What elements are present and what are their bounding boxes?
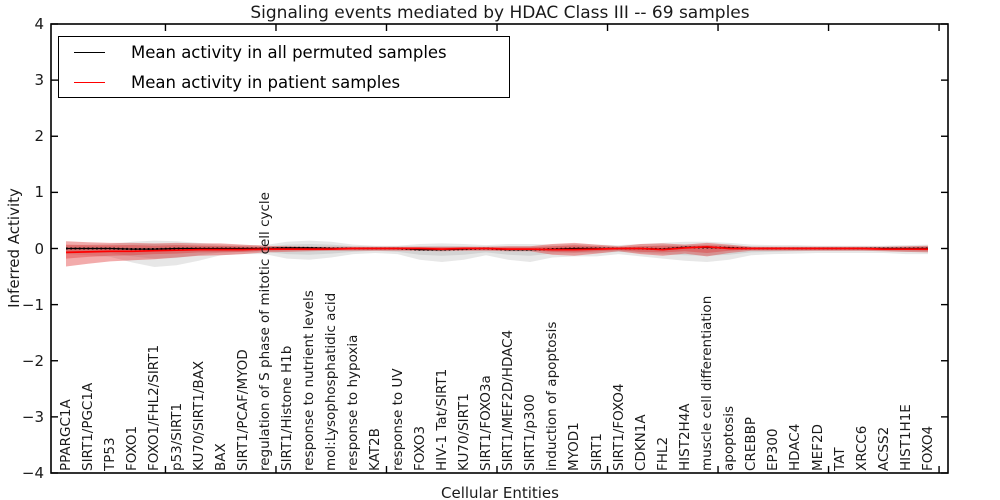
y-tick-label: 3 (34, 71, 44, 90)
x-entity-label: FOXO4 (920, 425, 936, 471)
x-entity-label: TP53 (102, 437, 119, 471)
x-entity-label: response to hypoxia (345, 334, 362, 471)
legend-label-patient: Mean activity in patient samples (131, 72, 401, 92)
x-entity-label: PPARGC1A (58, 399, 74, 471)
chart-title: Signaling events mediated by HDAC Class … (250, 3, 750, 23)
x-entity-label: MEF2D (809, 424, 826, 471)
x-entity-label: TAT (831, 447, 848, 471)
x-entity-label: CDKN1A (632, 414, 649, 471)
y-tick-label: 2 (34, 127, 44, 146)
x-entity-label: BAX (212, 443, 229, 471)
x-entity-label: HIST2H4A (676, 403, 693, 471)
x-entity-label: induction of apoptosis (544, 321, 561, 471)
x-entity-label: KU70/SIRT1/BAX (190, 360, 207, 471)
x-entity-label: SIRT1/FOXO3a (478, 375, 494, 471)
y-tick-label: −4 (21, 464, 44, 482)
patient-line-swatch-icon (74, 81, 105, 83)
x-entity-label: SIRT1/Histone H1b (279, 345, 295, 471)
x-entity-label: mol:Lysophosphatidic acid (323, 292, 340, 471)
legend: Mean activity in all permuted samples Me… (58, 36, 510, 98)
x-entity-label: SIRT1/FOXO4 (610, 383, 627, 471)
x-entity-label: SIRT1/p300 (522, 394, 539, 471)
x-entity-label: KAT2B (367, 428, 384, 471)
x-entity-label: SIRT1/MEF2D/HDAC4 (500, 329, 517, 471)
permuted-line-swatch-icon (74, 51, 105, 53)
x-entity-label: HIV-1 Tat/SIRT1 (433, 368, 450, 471)
x-entity-label: SIRT1 (588, 433, 605, 471)
x-entity-label: FOXO1 (124, 425, 141, 471)
y-tick-label: 1 (34, 183, 44, 202)
x-entity-label: KU70/SIRT1 (455, 393, 472, 471)
x-entity-label: muscle cell differentiation (699, 295, 715, 471)
x-entity-label: SIRT1/PCAF/MYOD (234, 349, 251, 471)
x-axis-title: Cellular Entities (441, 484, 559, 500)
y-tick-label: −2 (21, 351, 44, 370)
x-entity-label: apoptosis (721, 405, 738, 471)
y-tick-label: −3 (21, 407, 44, 426)
legend-item-patient: Mean activity in patient samples (59, 69, 509, 95)
x-entity-label: FHL2 (654, 436, 671, 471)
y-tick-label: −1 (21, 295, 44, 314)
patient-mean-line (65, 245, 928, 254)
y-axis-title: Inferred Activity (5, 188, 23, 308)
x-entity-label: EP300 (765, 428, 782, 471)
x-entity-label: HDAC4 (787, 423, 804, 471)
legend-label-permuted: Mean activity in all permuted samples (131, 42, 447, 62)
x-entity-label: XRCC6 (853, 425, 870, 471)
x-entity-label: response to UV (389, 368, 406, 471)
x-entity-label: ACSS2 (875, 426, 892, 471)
y-tick-label: 0 (34, 239, 44, 258)
x-entity-label: response to nutrient levels (301, 290, 318, 471)
x-entity-label: MYOD1 (566, 422, 583, 471)
legend-item-permuted: Mean activity in all permuted samples (59, 39, 509, 65)
x-entity-label: SIRT1/PGC1A (80, 382, 97, 471)
x-entity-label: p53/SIRT1 (168, 402, 185, 471)
y-tick-label: 4 (34, 15, 44, 33)
x-entity-label: regulation of S phase of mitotic cell cy… (256, 192, 273, 471)
x-entity-label: FOXO3 (411, 425, 428, 471)
x-entity-label: CREBBP (743, 417, 760, 471)
x-entity-label: HIST1H1E (897, 404, 914, 471)
x-entity-label: FOXO1/FHL2/SIRT1 (146, 344, 163, 471)
